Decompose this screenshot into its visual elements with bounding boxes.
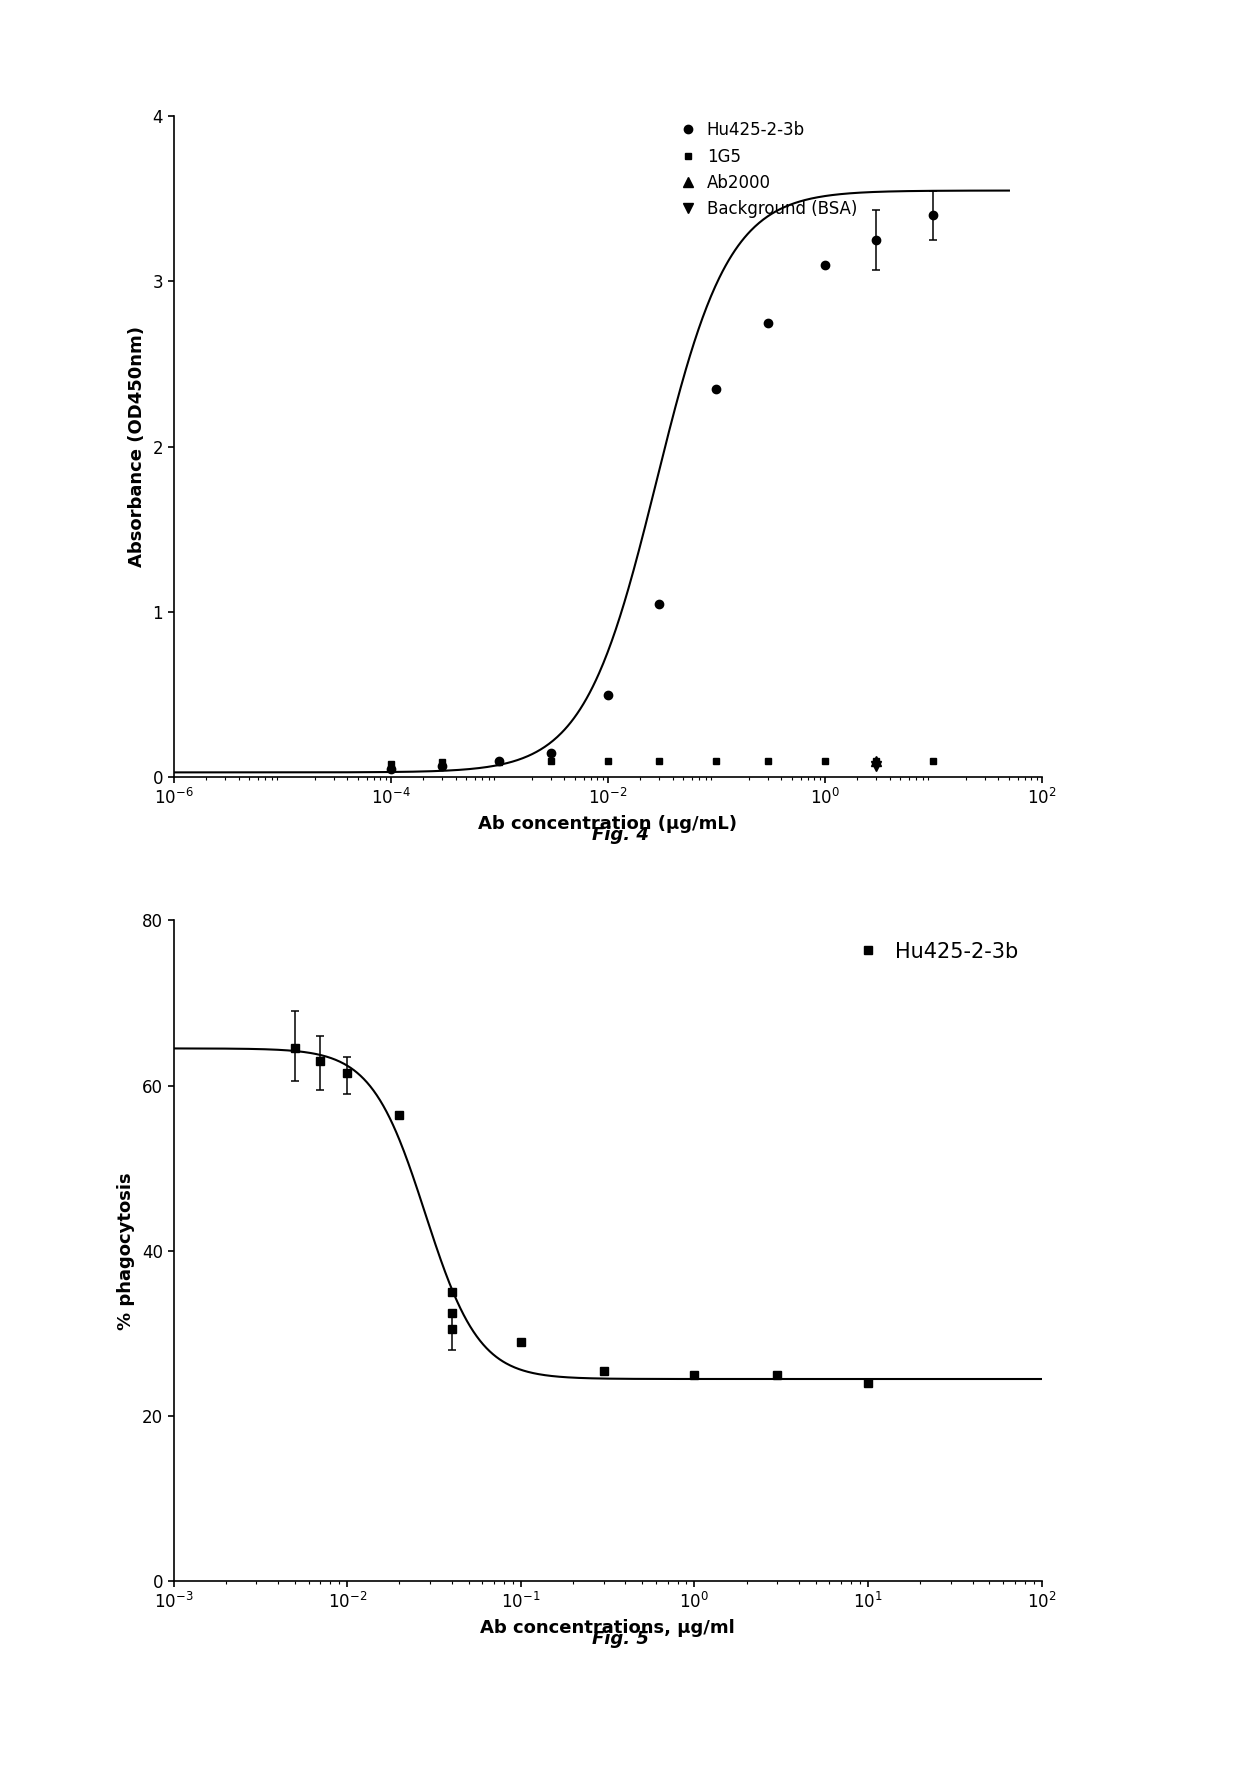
- Line: Hu425-2-3b: Hu425-2-3b: [387, 211, 937, 774]
- Line: Hu425-2-3b: Hu425-2-3b: [290, 1044, 872, 1387]
- Y-axis label: % phagocytosis: % phagocytosis: [117, 1172, 135, 1330]
- Hu425-2-3b: [861, 1372, 875, 1394]
- Hu425-2-3b: [392, 1104, 407, 1126]
- Text: Fig. 4: Fig. 4: [591, 826, 649, 843]
- Hu425-2-3b: [435, 756, 450, 777]
- 1G5: [652, 751, 667, 772]
- Hu425-2-3b: [543, 742, 558, 763]
- Line: 1G5: 1G5: [387, 758, 936, 768]
- 1G5: [491, 752, 506, 774]
- Legend: Hu425-2-3b: Hu425-2-3b: [853, 938, 1023, 965]
- Hu425-2-3b: [817, 254, 832, 275]
- Hu425-2-3b: [340, 1063, 355, 1085]
- 1G5: [600, 751, 615, 772]
- Hu425-2-3b: [925, 206, 940, 227]
- 1G5: [708, 751, 723, 772]
- Hu425-2-3b: [869, 229, 884, 250]
- Hu425-2-3b: [760, 313, 775, 334]
- Hu425-2-3b: [687, 1363, 702, 1385]
- 1G5: [543, 751, 558, 772]
- 1G5: [760, 751, 775, 772]
- Hu425-2-3b: [708, 379, 723, 400]
- Hu425-2-3b: [491, 751, 506, 772]
- Y-axis label: Absorbance (OD450nm): Absorbance (OD450nm): [128, 327, 145, 566]
- Hu425-2-3b: [288, 1038, 303, 1060]
- Hu425-2-3b: [652, 593, 667, 615]
- Legend: Hu425-2-3b, 1G5, Ab2000, Background (BSA): Hu425-2-3b, 1G5, Ab2000, Background (BSA…: [677, 118, 861, 222]
- X-axis label: Ab concentration (μg/mL): Ab concentration (μg/mL): [479, 815, 737, 833]
- Hu425-2-3b: [312, 1051, 327, 1072]
- 1G5: [383, 754, 398, 776]
- 1G5: [869, 751, 884, 772]
- 1G5: [925, 751, 940, 772]
- Hu425-2-3b: [444, 1319, 459, 1340]
- Hu425-2-3b: [383, 758, 398, 779]
- X-axis label: Ab concentrations, μg/ml: Ab concentrations, μg/ml: [480, 1619, 735, 1637]
- Hu425-2-3b: [513, 1331, 528, 1353]
- Hu425-2-3b: [596, 1360, 611, 1381]
- Text: Fig. 5: Fig. 5: [591, 1630, 649, 1648]
- 1G5: [817, 751, 832, 772]
- 1G5: [435, 752, 450, 774]
- Hu425-2-3b: [770, 1363, 785, 1385]
- Hu425-2-3b: [600, 684, 615, 706]
